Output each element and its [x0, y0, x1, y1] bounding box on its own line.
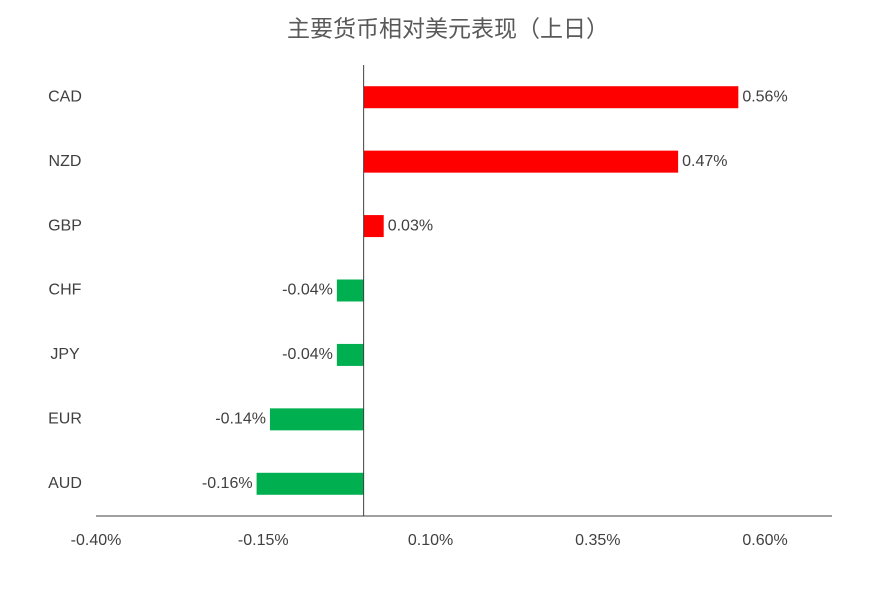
- x-tick-label: 0.10%: [408, 532, 453, 549]
- y-tick-label: NZD: [49, 153, 82, 170]
- y-tick-label: CAD: [48, 88, 82, 105]
- y-tick-label: AUD: [48, 475, 82, 492]
- chart-title: 主要货币相对美元表现（上日）: [287, 17, 609, 43]
- value-label: -0.14%: [215, 411, 266, 428]
- bar: [269, 408, 364, 431]
- bar: [336, 343, 364, 366]
- x-tick-label: -0.15%: [238, 532, 289, 549]
- x-tick-label: 0.35%: [575, 532, 620, 549]
- x-tick-label: 0.60%: [742, 532, 787, 549]
- value-label: -0.16%: [202, 475, 253, 492]
- bar: [256, 472, 364, 495]
- bar: [363, 86, 739, 109]
- bar: [363, 150, 679, 173]
- y-tick-label: CHF: [49, 282, 82, 299]
- y-tick-label: GBP: [48, 217, 82, 234]
- value-label: -0.04%: [282, 282, 333, 299]
- bar: [363, 215, 384, 238]
- value-label: 0.47%: [682, 153, 727, 170]
- value-label: 0.03%: [388, 217, 433, 234]
- y-tick-label: JPY: [50, 346, 80, 363]
- bar: [336, 279, 364, 302]
- value-label: -0.04%: [282, 346, 333, 363]
- x-tick-label: -0.40%: [71, 532, 122, 549]
- value-label: 0.56%: [742, 88, 787, 105]
- y-tick-label: EUR: [48, 411, 82, 428]
